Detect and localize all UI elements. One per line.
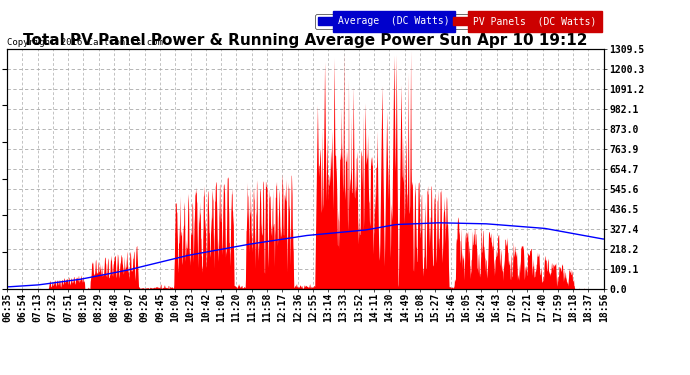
Title: Total PV Panel Power & Running Average Power Sun Apr 10 19:12: Total PV Panel Power & Running Average P… (23, 33, 588, 48)
Text: Copyright 2016 Cartronics.com: Copyright 2016 Cartronics.com (7, 38, 163, 47)
Legend: Average  (DC Watts), PV Panels  (DC Watts): Average (DC Watts), PV Panels (DC Watts) (315, 14, 599, 29)
